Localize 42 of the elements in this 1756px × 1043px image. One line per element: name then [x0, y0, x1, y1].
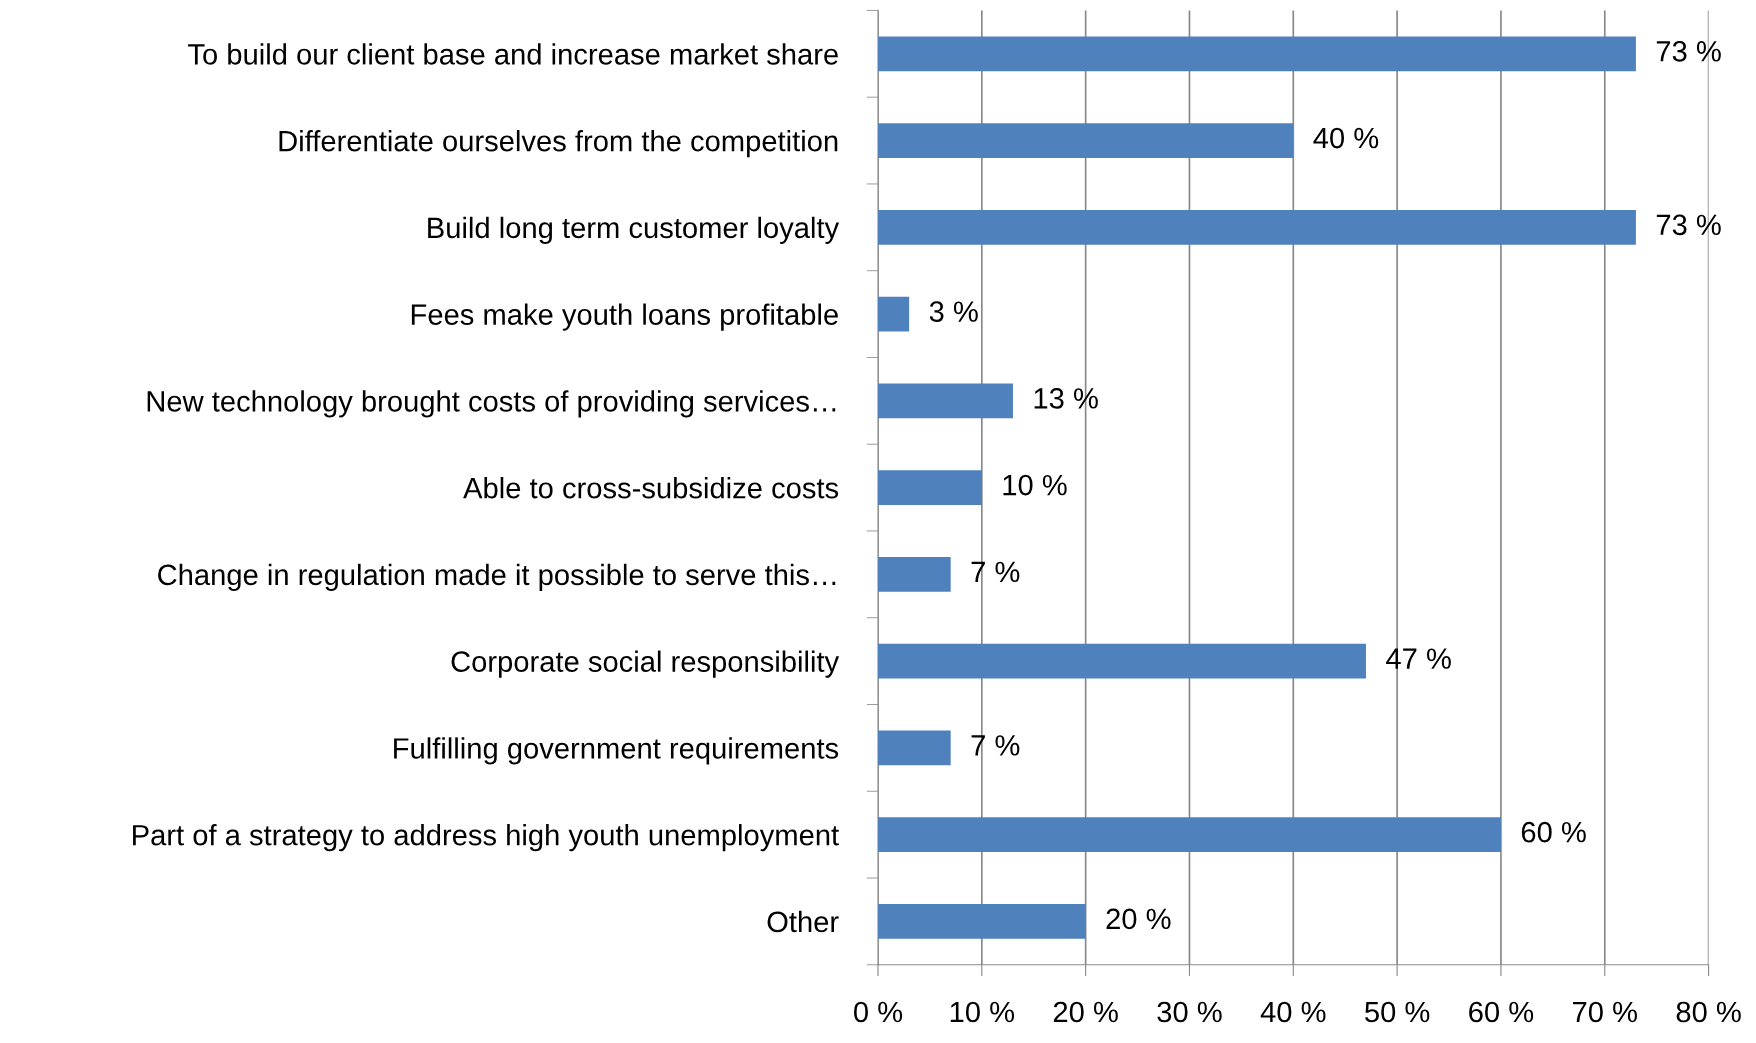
y-tick-label: Able to cross-subsidize costs [463, 477, 839, 499]
y-tick-label: Corporate social responsibility [451, 650, 840, 678]
bar [878, 643, 1366, 679]
x-tick-label: 70 % [1573, 1001, 1637, 1023]
data-label: 13 % [1034, 388, 1098, 409]
y-tick-label: Other [767, 910, 839, 933]
bar [878, 470, 982, 505]
bar [878, 817, 1501, 852]
data-label: 60 % [1521, 821, 1586, 843]
y-tick-label: To build our client base and increase market share [188, 43, 838, 65]
bar [878, 904, 1086, 939]
data-label: 7 % [971, 735, 1020, 756]
bar [878, 36, 1636, 72]
bar [878, 123, 1294, 158]
y-tick-label: Part of a strategy to address high youth unemployment [133, 824, 839, 852]
y-tick-label: Differentiate ourselves from the competition [279, 130, 838, 158]
y-tick-label: Fees make youth loans profitable [411, 303, 838, 331]
x-tick-label: 30 % [1157, 1001, 1222, 1023]
data-label: 20 % [1106, 908, 1171, 930]
x-tick-label: 60 % [1469, 1001, 1534, 1023]
y-tick-label: Build long term customer loyalty [428, 216, 840, 244]
y-tick-label: Fulfilling government requirements [394, 737, 839, 765]
x-tick-label: 0 % [854, 1001, 903, 1023]
bar [878, 296, 910, 332]
bar [878, 730, 951, 766]
data-label: 73 % [1656, 214, 1721, 236]
bar [878, 557, 951, 592]
data-label: 73 % [1656, 40, 1721, 62]
bar [878, 383, 1013, 419]
x-tick-label: 20 % [1053, 1001, 1118, 1023]
data-label: 3 % [929, 301, 978, 322]
x-tick-label: 80 % [1676, 1001, 1741, 1023]
data-label: 40 % [1313, 127, 1379, 149]
x-tick-label: 10 % [950, 1001, 1015, 1023]
x-tick-label: 40 % [1260, 1001, 1326, 1023]
x-tick-label: 50 % [1365, 1001, 1430, 1023]
bar [878, 209, 1636, 245]
data-label: 7 % [971, 561, 1020, 583]
y-tick-label: Change in regulation made it possible to serve this… [158, 563, 836, 591]
data-label: 47 % [1386, 648, 1451, 669]
y-tick-label: New technology brought costs of providing services… [147, 390, 836, 418]
data-label: 10 % [1003, 474, 1067, 496]
